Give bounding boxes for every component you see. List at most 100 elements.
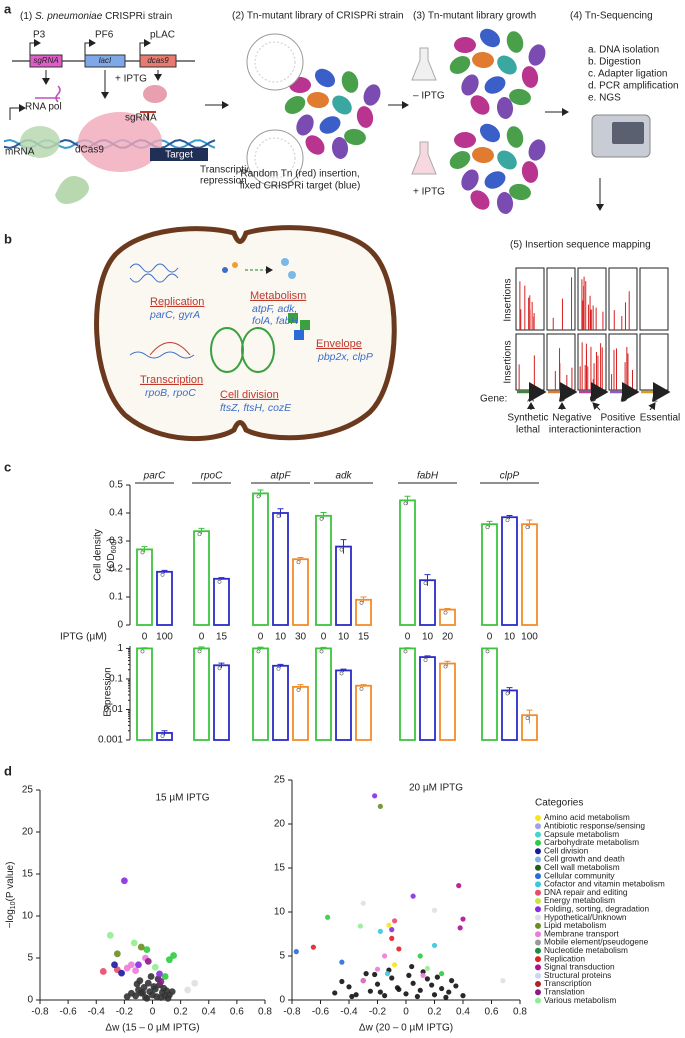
- gene: lacI: [99, 56, 112, 65]
- replicate-point: [505, 691, 510, 696]
- process-name: Replication: [150, 296, 204, 308]
- iptg-level: 100: [156, 632, 173, 643]
- point: [420, 972, 426, 978]
- y-tick-label: 0.001: [98, 735, 123, 746]
- point: [417, 953, 423, 959]
- bar: [292, 558, 309, 626]
- replicate-point: [359, 686, 364, 691]
- point: [144, 957, 152, 965]
- y-tick-label: 15: [274, 863, 286, 874]
- bacterium: [484, 76, 506, 94]
- point: [184, 986, 192, 994]
- step-title: (2) Tn-mutant library of CRISPRi strain: [232, 11, 404, 22]
- y-axis-label: Insertions: [503, 278, 514, 321]
- bar: [315, 514, 332, 626]
- x-tick-label: 0: [403, 1007, 409, 1018]
- y-axis-label-part: −log: [5, 909, 16, 928]
- replicate-point: [319, 649, 324, 654]
- x-tick-label: -0.6: [312, 1007, 330, 1018]
- bacterium: [496, 192, 514, 214]
- promoter-arrow: [139, 39, 151, 55]
- bar: [439, 662, 456, 741]
- replicate-point: [339, 547, 344, 552]
- flask: [411, 47, 437, 81]
- bacterium: [470, 95, 490, 115]
- y-tick-label: 0.3: [109, 536, 123, 547]
- process-name: Envelope: [316, 338, 362, 350]
- point: [500, 978, 506, 984]
- metabolite: [288, 271, 296, 279]
- legend-swatch: [535, 848, 541, 855]
- replicate-point: [256, 494, 261, 499]
- bacterium: [509, 88, 531, 106]
- bacterium: [314, 68, 336, 88]
- legend-swatch: [535, 864, 541, 871]
- point: [410, 980, 416, 986]
- point: [360, 900, 366, 906]
- target-label: Target: [165, 150, 193, 161]
- process-name: Cell division: [220, 389, 279, 401]
- point: [111, 961, 118, 969]
- bar: [252, 647, 269, 741]
- x-tick-label: 0.4: [456, 1007, 470, 1018]
- bar: [419, 579, 436, 626]
- point: [374, 981, 381, 987]
- replicate-point: [525, 525, 530, 530]
- x-tick-label: 0.8: [258, 1007, 272, 1018]
- insertion-box: [639, 267, 669, 331]
- error-bar: [404, 647, 411, 650]
- insertion-plots: [515, 267, 671, 402]
- bar: [481, 523, 498, 626]
- gene-header: rpoC: [201, 471, 223, 482]
- replicate-point: [359, 600, 364, 605]
- replicate-point: [217, 666, 222, 671]
- y-tick-label: 0: [117, 620, 123, 631]
- gene-box: [139, 54, 177, 68]
- point: [439, 971, 445, 977]
- point: [410, 893, 416, 899]
- gene-header: parC: [143, 471, 166, 482]
- point: [139, 989, 147, 996]
- point: [460, 916, 466, 922]
- point: [143, 946, 151, 953]
- x-tick-label: 0.2: [174, 1007, 188, 1018]
- bar: [419, 656, 436, 741]
- bacterium: [521, 161, 539, 183]
- legend-swatch: [535, 839, 541, 846]
- error-bar: [141, 647, 148, 650]
- legend-label: Cofactor and vitamin metabolism: [544, 879, 665, 889]
- division-icon: [241, 327, 275, 373]
- point: [374, 966, 381, 972]
- point: [120, 877, 128, 885]
- insertion-box: [608, 267, 638, 331]
- point: [382, 993, 388, 999]
- x-tick-label: 0: [150, 1007, 156, 1018]
- iptg-level: 20: [442, 632, 454, 643]
- y-axis-label: (OD600): [106, 538, 119, 571]
- x-tick-label: -0.8: [31, 1007, 49, 1018]
- promoter-arrow: [84, 39, 96, 55]
- legend-swatch: [535, 823, 541, 830]
- y-tick-label: 15: [22, 869, 34, 880]
- point: [339, 959, 345, 965]
- point: [128, 961, 135, 969]
- replicate-point: [505, 518, 510, 523]
- point: [456, 883, 462, 889]
- bar: [213, 577, 230, 626]
- gene-name: C: [589, 394, 597, 405]
- interaction: interaction: [549, 425, 595, 436]
- bacterium: [506, 126, 524, 148]
- point: [339, 978, 345, 985]
- error-bar: [257, 489, 264, 497]
- error-bar: [486, 647, 493, 649]
- dcas9-shape: [78, 112, 162, 172]
- bacterium: [472, 146, 494, 164]
- point: [424, 965, 430, 971]
- legend-swatch: [535, 939, 541, 946]
- point: [409, 963, 415, 970]
- seq-step: c. Adapter ligation: [588, 69, 668, 80]
- x-tick-label: 0.6: [485, 1007, 499, 1018]
- charts: c 0 0.1 0.2 0.3 0.4 0.5 0.001 0.01 0.1 1 Cell densi…: [4, 459, 665, 1033]
- replicate-point: [160, 734, 165, 738]
- replicate-point: [140, 649, 145, 654]
